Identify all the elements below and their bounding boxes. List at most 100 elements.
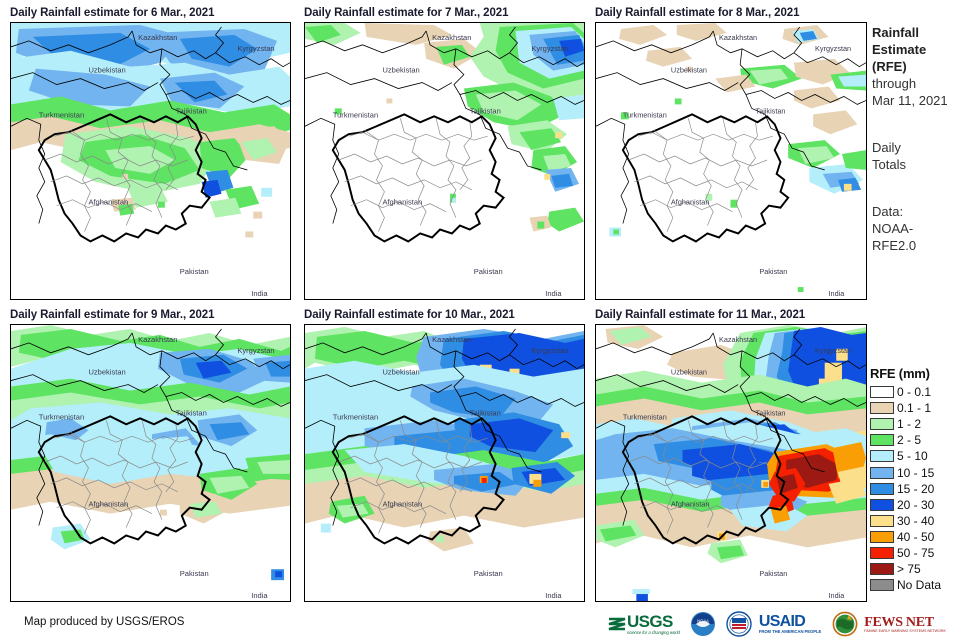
svg-text:Tajikistan: Tajikistan xyxy=(176,408,207,417)
legend-row: 0 - 0.1 xyxy=(870,384,974,400)
map-canvas-mar-7: Kazakhstan Kyrgyzstan Uzbekistan Tajikis… xyxy=(305,23,584,299)
legend-label: No Data xyxy=(897,578,942,593)
province-borders xyxy=(338,420,488,534)
legend-row: 20 - 30 xyxy=(870,497,974,513)
country-borders xyxy=(596,328,866,526)
usaid-seal-logo[interactable] xyxy=(726,609,752,639)
svg-text:Turkmenistan: Turkmenistan xyxy=(623,110,667,119)
legend-label: 30 - 40 xyxy=(897,513,935,528)
legend-swatch xyxy=(870,579,894,592)
svg-text:Uzbekistan: Uzbekistan xyxy=(382,368,419,377)
legend-row: 1 - 2 xyxy=(870,416,974,432)
panel-mar-6: Daily Rainfall estimate for 6 Mar., 2021 xyxy=(10,6,214,21)
svg-text:Turkmenistan: Turkmenistan xyxy=(333,412,378,421)
svg-text:Tajikistan: Tajikistan xyxy=(756,106,786,115)
legend-label: 1 - 2 xyxy=(897,417,922,432)
map-mar-7[interactable]: Kazakhstan Kyrgyzstan Uzbekistan Tajikis… xyxy=(304,22,585,300)
country-borders xyxy=(11,26,290,224)
svg-text:Kyrgyzstan: Kyrgyzstan xyxy=(531,346,568,355)
rfe-title-block: Rainfall Estimate (RFE) through Mar 11, … xyxy=(872,24,972,254)
usaid-logo[interactable]: USAID FROM THE AMERICAN PEOPLE xyxy=(759,609,821,639)
svg-text:Kyrgyzstan: Kyrgyzstan xyxy=(815,44,851,53)
map-mar-10[interactable]: Kazakhstan Kyrgyzstan Uzbekistan Tajikis… xyxy=(304,324,585,602)
svg-text:Uzbekistan: Uzbekistan xyxy=(671,368,707,377)
afghanistan-outline xyxy=(37,415,211,545)
usgs-wordmark: USGS xyxy=(627,611,673,631)
rfe-title-line2: Estimate xyxy=(872,42,927,57)
map-canvas-mar-8: Kazakhstan Kyrgyzstan Uzbekistan Tajikis… xyxy=(596,23,866,299)
svg-text:India: India xyxy=(545,289,562,298)
svg-text:Uzbekistan: Uzbekistan xyxy=(88,66,125,75)
rfe-data-line3: RFE2.0 xyxy=(872,238,917,253)
legend-row: 2 - 5 xyxy=(870,432,974,448)
legend-label: 0.1 - 1 xyxy=(897,401,932,416)
country-borders xyxy=(11,328,290,526)
usgs-wave-icon xyxy=(608,617,626,630)
country-labels: Kazakhstan Kyrgyzstan Uzbekistan Tajikis… xyxy=(333,33,569,298)
svg-text:Uzbekistan: Uzbekistan xyxy=(671,66,707,75)
svg-text:Pakistan: Pakistan xyxy=(474,267,503,276)
country-labels: Kazakhstan Kyrgyzstan Uzbekistan Tajikis… xyxy=(623,33,851,298)
rfe-totals-line1: Daily xyxy=(872,140,901,155)
svg-text:Afghanistan: Afghanistan xyxy=(382,500,422,509)
map-mar-11[interactable]: Kazakhstan Kyrgyzstan Uzbekistan Tajikis… xyxy=(595,324,867,602)
noaa-seal-icon: NOAA xyxy=(690,612,715,636)
afghanistan-outline xyxy=(37,113,211,243)
rain-raster xyxy=(596,23,866,299)
legend-swatch xyxy=(870,546,894,559)
afghanistan-outline xyxy=(621,415,790,545)
svg-text:Tajikistan: Tajikistan xyxy=(470,106,501,115)
legend-swatch xyxy=(870,386,894,399)
map-mar-8[interactable]: Kazakhstan Kyrgyzstan Uzbekistan Tajikis… xyxy=(595,22,867,300)
legend-swatch xyxy=(870,563,894,576)
svg-text:Turkmenistan: Turkmenistan xyxy=(623,412,667,421)
map-mar-9[interactable]: Kazakhstan Kyrgyzstan Uzbekistan Tajikis… xyxy=(10,324,291,602)
rain-raster xyxy=(11,23,290,299)
svg-text:India: India xyxy=(545,591,562,600)
svg-text:Kazakhstan: Kazakhstan xyxy=(719,33,757,42)
svg-text:Kazakhstan: Kazakhstan xyxy=(138,33,177,42)
legend-row: 40 - 50 xyxy=(870,529,974,545)
panel-title: Daily Rainfall estimate for 9 Mar., 2021 xyxy=(10,309,215,321)
legend-swatch xyxy=(870,418,894,431)
svg-text:Turkmenistan: Turkmenistan xyxy=(39,110,84,119)
svg-text:Afghanistan: Afghanistan xyxy=(88,500,128,509)
rain-raster xyxy=(305,325,584,601)
usgs-tagline: science for a changing world xyxy=(627,629,680,635)
country-labels: Kazakhstan Kyrgyzstan Uzbekistan Tajikis… xyxy=(623,335,851,600)
map-credit: Map produced by USGS/EROS xyxy=(24,616,185,628)
noaa-logo[interactable]: NOAA xyxy=(690,609,716,639)
svg-text:Turkmenistan: Turkmenistan xyxy=(333,110,378,119)
svg-text:Pakistan: Pakistan xyxy=(759,569,787,578)
panel-title: Daily Rainfall estimate for 7 Mar., 2021 xyxy=(304,7,509,19)
panel-title: Daily Rainfall estimate for 11 Mar., 202… xyxy=(595,309,806,321)
rain-raster xyxy=(305,23,584,299)
legend-label: > 75 xyxy=(897,562,921,577)
svg-text:Uzbekistan: Uzbekistan xyxy=(88,368,125,377)
panel-mar-9: Daily Rainfall estimate for 9 Mar., 2021 xyxy=(10,308,214,323)
svg-text:Tajikistan: Tajikistan xyxy=(756,408,786,417)
rail-spacer-2 xyxy=(872,173,972,203)
afghanistan-outline xyxy=(331,415,505,545)
agency-logos: USGS science for a changing world NOAA xyxy=(608,608,946,640)
rfe-data-line1: Data: xyxy=(872,204,904,219)
legend-swatch xyxy=(870,434,894,447)
svg-text:Kazakhstan: Kazakhstan xyxy=(432,33,471,42)
fews-net-logo[interactable]: FEWS NET FAMINE EARLY WARNING SYSTEMS NE… xyxy=(864,609,946,639)
svg-text:Afghanistan: Afghanistan xyxy=(671,198,709,207)
fews-globe-logo[interactable] xyxy=(832,609,858,639)
rfe-through-date: Mar 11, 2021 xyxy=(872,93,948,108)
panel-mar-7: Daily Rainfall estimate for 7 Mar., 2021 xyxy=(304,6,508,21)
usgs-logo[interactable]: USGS science for a changing world xyxy=(608,609,680,639)
svg-text:Pakistan: Pakistan xyxy=(759,267,787,276)
svg-text:Tajikistan: Tajikistan xyxy=(470,408,501,417)
legend-swatch xyxy=(870,498,894,511)
map-mar-6[interactable]: Kazakhstan Kyrgyzstan Uzbekistan Tajikis… xyxy=(10,22,291,300)
legend-label: 50 - 75 xyxy=(897,545,935,560)
svg-text:Afghanistan: Afghanistan xyxy=(671,500,709,509)
panel-mar-10: Daily Rainfall estimate for 10 Mar., 202… xyxy=(304,308,515,323)
legend-row: 30 - 40 xyxy=(870,513,974,529)
country-labels: Kazakhstan Kyrgyzstan Uzbekistan Tajikis… xyxy=(39,335,275,600)
province-borders xyxy=(44,420,194,534)
svg-text:Afghanistan: Afghanistan xyxy=(88,198,128,207)
